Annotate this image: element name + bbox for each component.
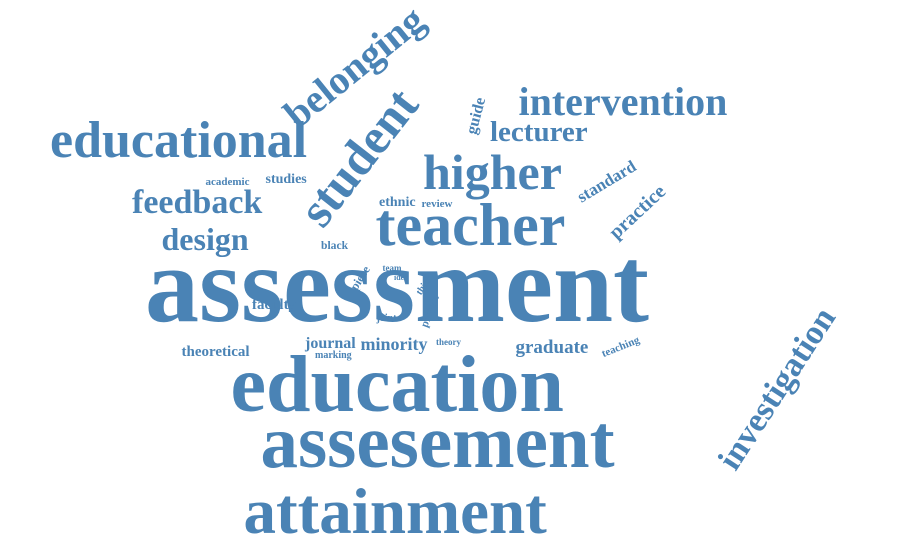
word-design: design xyxy=(162,223,249,255)
word-minority: minority xyxy=(361,335,428,353)
word-attainment: attainment xyxy=(244,480,547,545)
word-black: black xyxy=(321,240,348,252)
word-investigation: investigation xyxy=(713,302,842,476)
word-standard: standard xyxy=(574,157,639,205)
word-graduate: graduate xyxy=(516,338,589,357)
word-review: review xyxy=(422,199,453,210)
word-studies: studies xyxy=(266,173,307,187)
word-idea: idea xyxy=(394,274,408,282)
word-higher: higher xyxy=(423,147,562,197)
word-lecturer: lecturer xyxy=(490,118,588,147)
word-guide: guide xyxy=(464,96,489,136)
word-academic: academic xyxy=(206,177,250,188)
word-marking: marking xyxy=(315,351,352,361)
word-feedback: feedback xyxy=(132,186,262,220)
word-assesement: assesement xyxy=(261,405,615,480)
word-joint: joint xyxy=(377,314,397,324)
word-team: team xyxy=(383,264,402,273)
word-ethnic: ethnic xyxy=(379,196,416,210)
word-theoretical: theoretical xyxy=(182,345,250,360)
word-educational: educational xyxy=(50,115,307,167)
word-faculty: faculty xyxy=(252,298,296,313)
word-theory: theory xyxy=(436,338,461,347)
